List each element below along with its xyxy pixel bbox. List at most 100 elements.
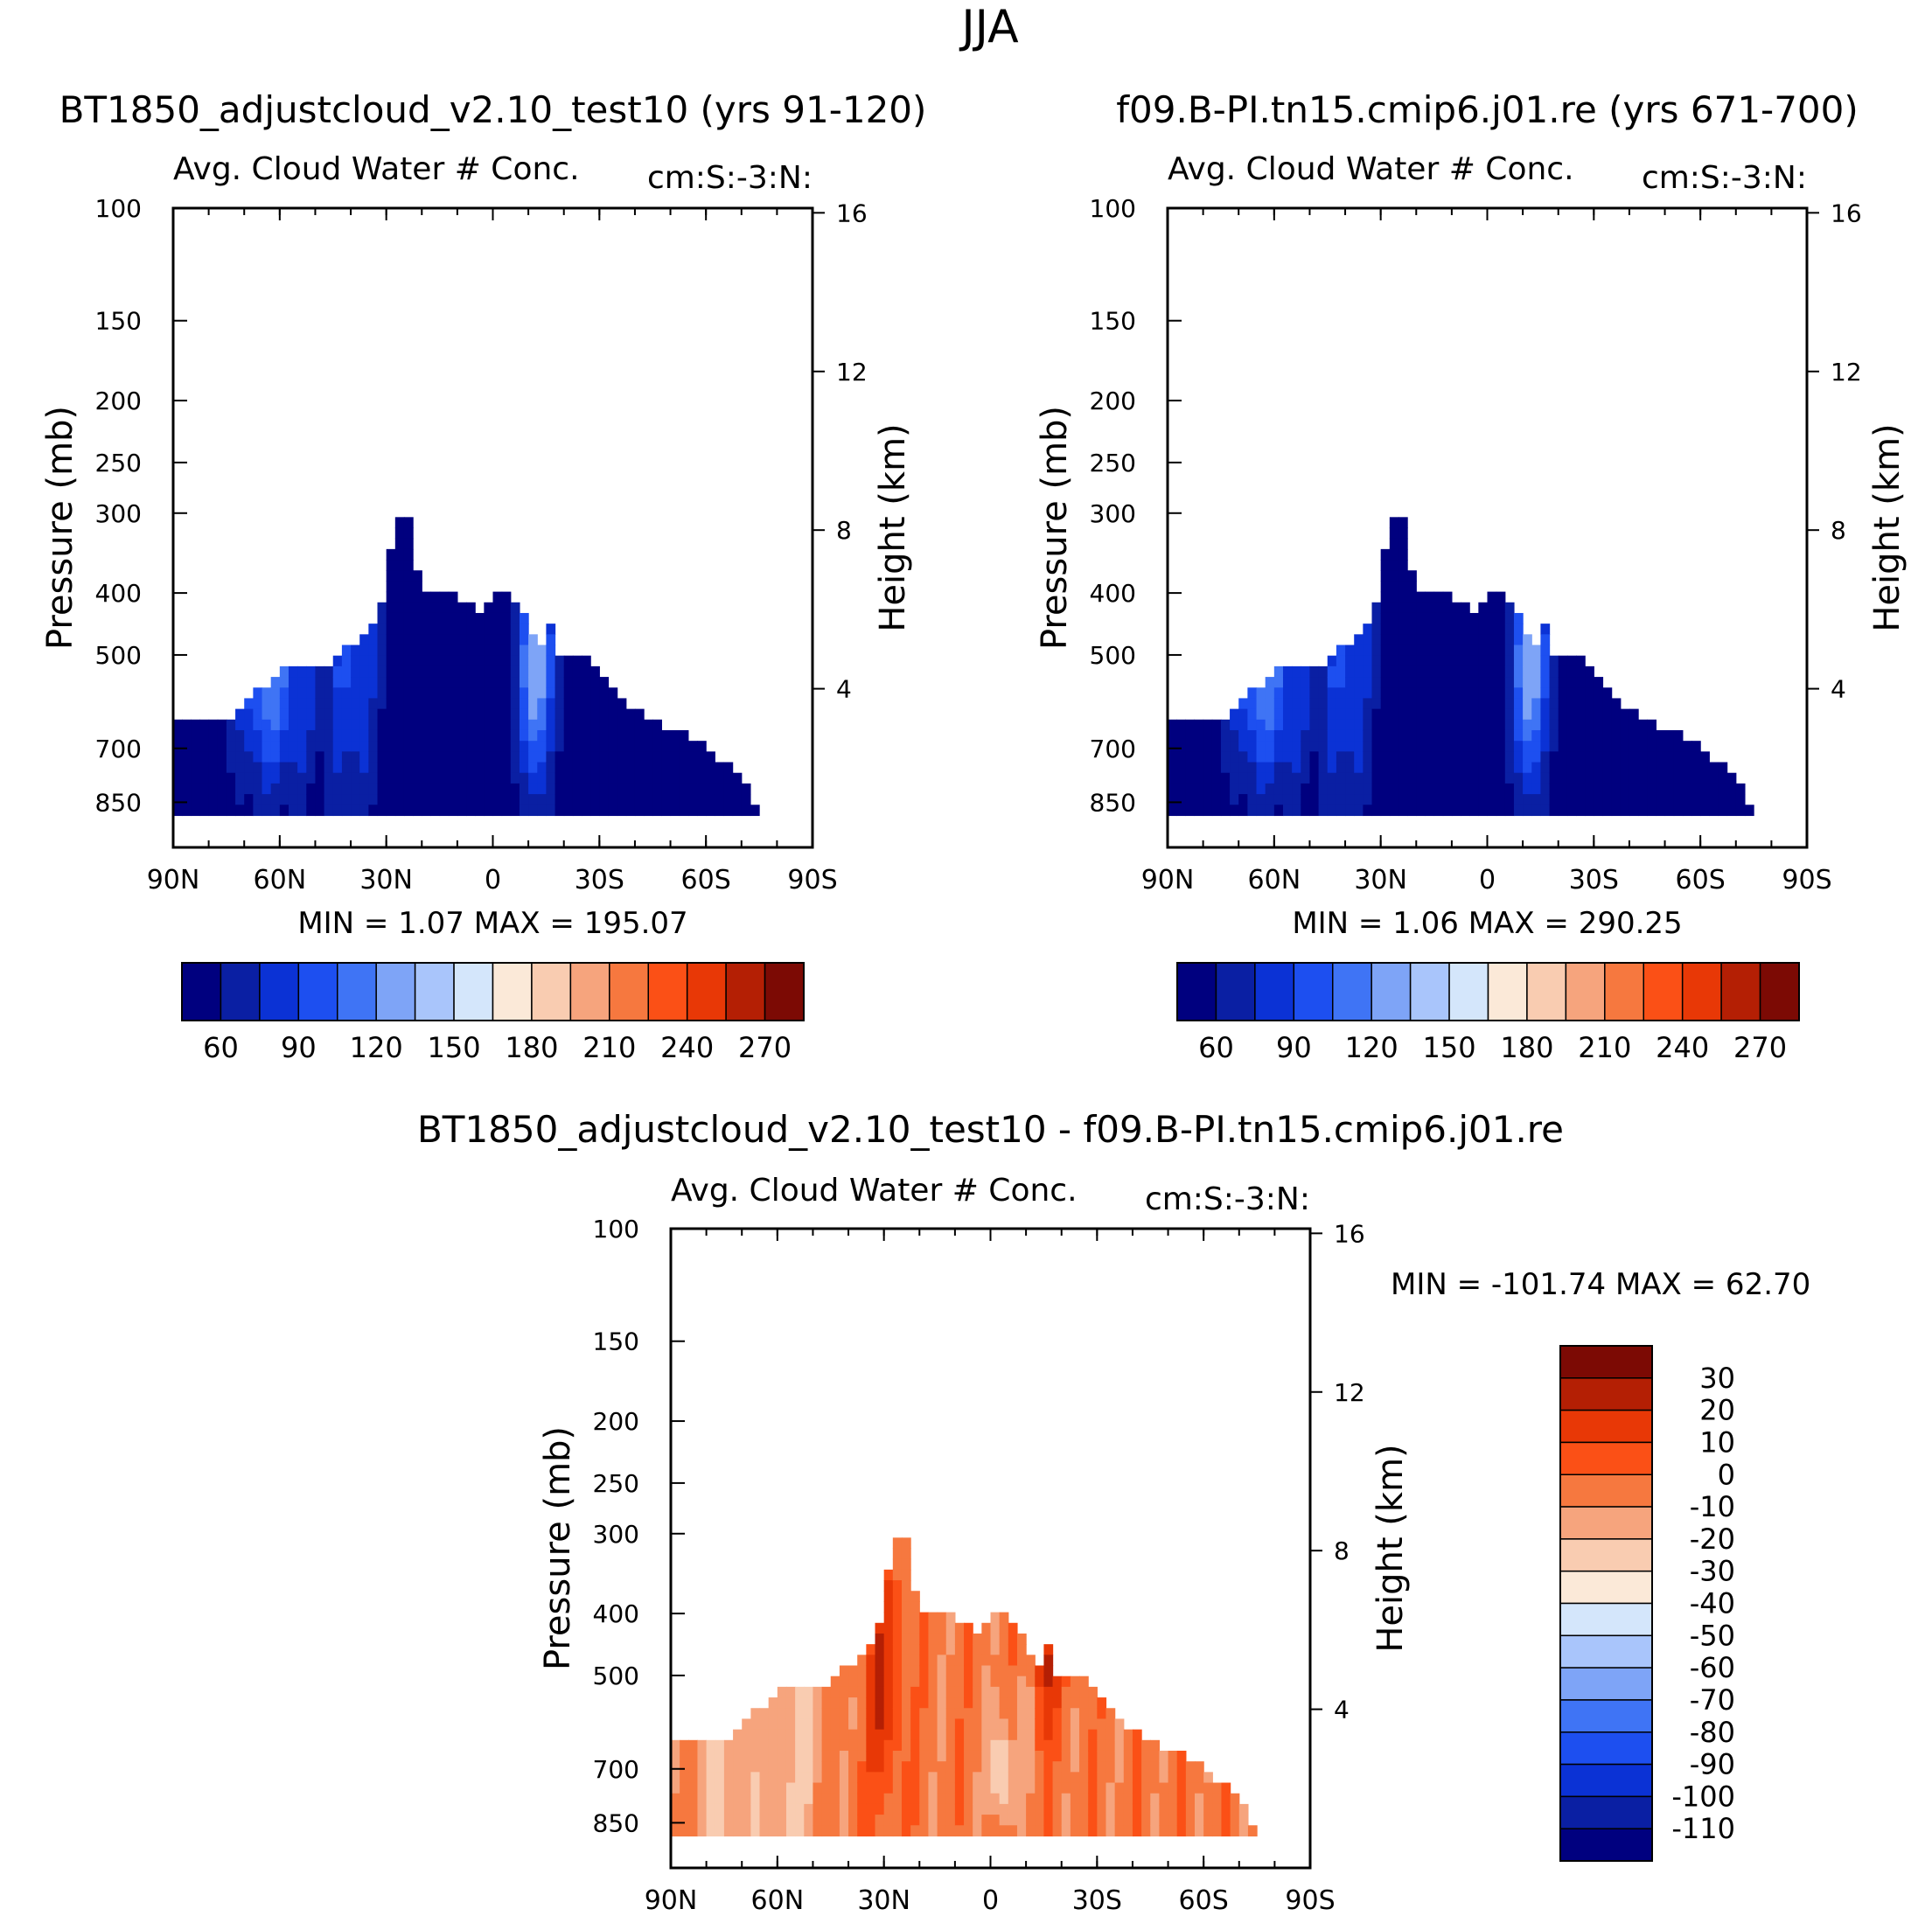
field-cell [848, 1739, 858, 1752]
field-cell [990, 1782, 1001, 1794]
field-cell [554, 677, 565, 688]
colorbar-box [337, 962, 377, 1021]
field-cell [1035, 1825, 1045, 1837]
field-cell [235, 729, 245, 742]
field-cell [501, 708, 512, 721]
field-cell [554, 687, 565, 700]
field-cell [866, 1708, 876, 1720]
field-cell [1425, 729, 1435, 742]
field-cell [1566, 665, 1577, 678]
field-cell [1576, 719, 1586, 731]
field-cell [351, 698, 360, 710]
field-cell [475, 677, 485, 688]
field-cell [1273, 677, 1284, 688]
field-cell [608, 783, 618, 795]
field-cell [1061, 1815, 1071, 1826]
field-cell [910, 1782, 920, 1794]
field-cell [466, 772, 476, 784]
field-cell [1540, 772, 1551, 784]
field-cell [680, 1782, 689, 1794]
field-cell [928, 1655, 938, 1667]
field-cell [1540, 805, 1551, 817]
field-cell [1220, 719, 1231, 731]
field-cell [1585, 794, 1594, 805]
field-cell [519, 687, 529, 700]
field-cell [1380, 741, 1391, 752]
field-cell [928, 1718, 938, 1731]
field-cell [1309, 794, 1320, 805]
field-cell [1523, 634, 1532, 646]
field-cell [1026, 1697, 1036, 1709]
field-cell [1380, 560, 1391, 571]
field-cell [519, 634, 529, 646]
field-cell [448, 591, 458, 603]
panel-subtitle-left: Avg. Cloud Water # Conc. [1168, 151, 1574, 187]
field-cell [848, 1676, 858, 1688]
colorbar-box [1176, 962, 1217, 1021]
field-cell [563, 687, 574, 700]
colorbar-box [1559, 1667, 1653, 1701]
field-cell [510, 698, 520, 710]
field-cell [821, 1750, 832, 1762]
field-cell [1203, 805, 1213, 817]
field-cell [1016, 1739, 1027, 1752]
field-cell [1230, 1803, 1240, 1815]
field-cell [1523, 762, 1532, 774]
field-cell [422, 762, 432, 774]
field-cell [1043, 1761, 1054, 1773]
field-cell [1585, 677, 1594, 688]
field-cell [919, 1633, 930, 1645]
field-cell [537, 698, 548, 710]
field-cell [1496, 677, 1506, 688]
field-cell [1318, 687, 1329, 700]
field-cell [448, 677, 458, 688]
field-cell [1105, 1803, 1116, 1815]
field-cell [492, 762, 503, 774]
field-cell [1398, 729, 1408, 742]
field-cell [519, 805, 529, 817]
field-cell [981, 1761, 992, 1773]
field-cell [1496, 634, 1506, 646]
field-cell [1576, 741, 1586, 752]
field-cell [182, 719, 192, 731]
field-cell [297, 677, 307, 688]
field-cell [1407, 612, 1417, 624]
field-cell [1220, 751, 1231, 763]
field-cell [1620, 751, 1630, 763]
field-cell [1247, 741, 1258, 752]
field-cell [1433, 634, 1444, 646]
field-cell [1558, 655, 1568, 667]
field-cell [270, 762, 281, 774]
field-cell [475, 634, 485, 646]
field-cell [1256, 708, 1266, 721]
field-cell [199, 805, 210, 817]
field-cell [999, 1761, 1009, 1773]
field-cell [1620, 708, 1630, 721]
field-cell [954, 1793, 965, 1805]
field-cell [403, 687, 414, 700]
field-cell [954, 1686, 965, 1698]
field-cell [671, 1825, 680, 1837]
field-cell [1238, 783, 1248, 795]
field-cell [723, 1739, 734, 1752]
field-cell [1389, 581, 1399, 593]
field-cell [1540, 687, 1551, 700]
field-cell [1035, 1750, 1045, 1762]
field-cell [422, 719, 432, 731]
field-cell [253, 741, 263, 752]
field-cell [1380, 751, 1391, 763]
field-cell [1442, 772, 1453, 784]
field-cell [999, 1718, 1009, 1731]
field-cell [1256, 751, 1266, 763]
field-cell [1656, 762, 1666, 774]
field-cell [1682, 772, 1692, 784]
field-cell [199, 729, 210, 742]
field-cell [182, 794, 192, 805]
field-cell [1273, 687, 1284, 700]
field-cell [546, 772, 556, 784]
field-cell [706, 1825, 716, 1837]
field-cell [883, 1580, 894, 1592]
field-cell [1114, 1803, 1125, 1815]
field-cell [1354, 698, 1364, 710]
field-cell [1425, 591, 1435, 603]
